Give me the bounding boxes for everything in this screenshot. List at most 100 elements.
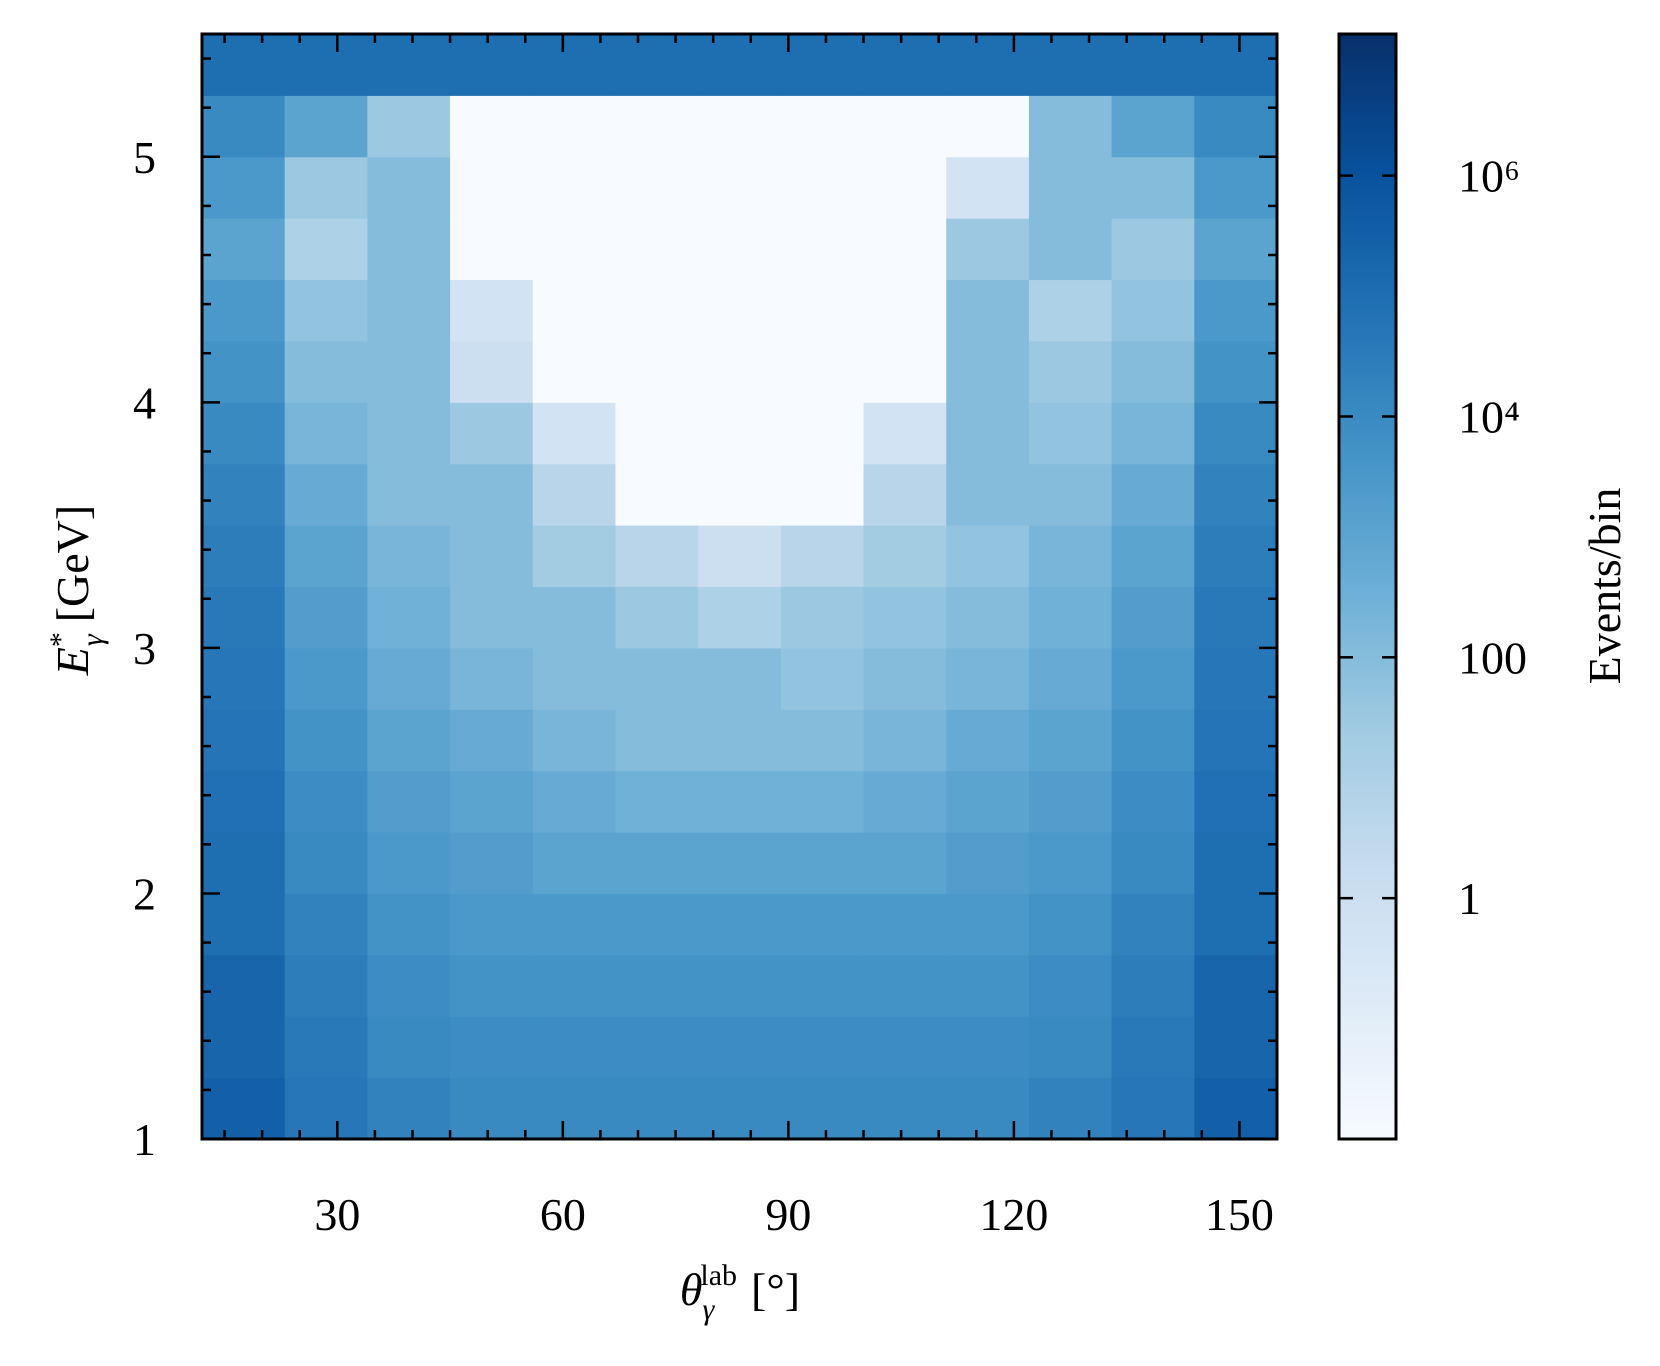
heatmap-cell: [615, 218, 699, 281]
heatmap-cell: [698, 893, 782, 956]
heatmap-cell: [532, 893, 616, 956]
heatmap-cell: [532, 340, 616, 403]
heatmap-cell: [202, 340, 286, 403]
heatmap-cell: [284, 340, 368, 403]
heatmap-cell: [284, 954, 368, 1017]
heatmap-cell: [367, 34, 451, 96]
heatmap-cell: [863, 709, 947, 772]
heatmap-cell: [1194, 647, 1278, 710]
heatmap-cell: [1111, 647, 1195, 710]
heatmap-cell: [863, 893, 947, 956]
heatmap-cell: [1111, 1016, 1195, 1079]
heatmap-cell: [1111, 463, 1195, 526]
heatmap-cell: [1028, 34, 1113, 96]
heatmap-cell: [863, 156, 947, 219]
heatmap-cell: [367, 340, 451, 403]
heatmap-cell: [780, 954, 865, 1017]
heatmap-cell: [780, 340, 865, 403]
heatmap-cell: [1111, 34, 1195, 96]
heatmap-cell: [698, 1077, 782, 1140]
heatmap-cell: [450, 893, 534, 956]
heatmap-cell: [284, 463, 368, 526]
heatmap-cell: [367, 647, 451, 710]
colorbar-tick-label: 10⁴: [1458, 391, 1520, 442]
heatmap-cell: [450, 1077, 534, 1140]
heatmap-cell: [284, 279, 368, 342]
heatmap-cell: [615, 647, 699, 710]
heatmap-cell: [284, 832, 368, 894]
heatmap-cell: [284, 1016, 368, 1079]
heatmap-cell: [1194, 279, 1278, 342]
heatmap-cell: [1194, 525, 1278, 587]
heatmap-cell: [532, 647, 616, 710]
heatmap-cell: [946, 893, 1030, 956]
heatmap-cell: [698, 279, 782, 342]
heatmap-cell: [1028, 893, 1113, 956]
colorbar-tick-label: 10⁶: [1458, 151, 1520, 202]
heatmap-cell: [532, 402, 616, 465]
heatmap-cell: [532, 586, 616, 649]
heatmap-cell: [532, 709, 616, 772]
heatmap-cell: [202, 402, 286, 465]
heatmap-cell: [1111, 832, 1195, 894]
heatmap-cell: [367, 954, 451, 1017]
heatmap-cell: [1028, 1077, 1113, 1140]
heatmap-cell: [1028, 340, 1113, 403]
heatmap-cell: [863, 279, 947, 342]
y-label-symbol: E: [47, 647, 98, 676]
heatmap-cell: [946, 463, 1030, 526]
heatmap-cell: [698, 1016, 782, 1079]
y-tick-label: 4: [133, 377, 156, 428]
heatmap-cell: [615, 279, 699, 342]
colorbar-tick-label: 1: [1458, 873, 1481, 924]
heatmap-cell: [780, 218, 865, 281]
heatmap-cell: [284, 218, 368, 281]
heatmap-cell: [946, 218, 1030, 281]
heatmap-cell: [1194, 832, 1278, 894]
y-axis-label: E*γ [GeV]: [44, 505, 109, 676]
heatmap-cell: [780, 1077, 865, 1140]
heatmap-cell: [615, 893, 699, 956]
heatmap-cell: [698, 770, 782, 833]
y-tick-label: 3: [133, 623, 156, 674]
heatmap-cell: [946, 709, 1030, 772]
heatmap-cell: [1194, 770, 1278, 833]
heatmap-cell: [698, 832, 782, 894]
heatmap-cell: [615, 402, 699, 465]
heatmap-cell: [1111, 770, 1195, 833]
heatmap-cell: [780, 525, 865, 587]
heatmap-cell: [450, 218, 534, 281]
heatmap-cell: [1194, 340, 1278, 403]
heatmap-cell: [780, 156, 865, 219]
heatmap-cell: [863, 770, 947, 833]
heatmap-cell: [615, 770, 699, 833]
heatmap-cell: [532, 770, 616, 833]
heatmap-cell: [532, 954, 616, 1017]
heatmap: [202, 34, 1278, 1140]
heatmap-cell: [946, 95, 1030, 158]
heatmap-cell: [202, 95, 286, 158]
heatmap-cell: [698, 340, 782, 403]
heatmap-cell: [284, 586, 368, 649]
heatmap-cell: [284, 893, 368, 956]
y-tick-label: 2: [133, 868, 156, 919]
heatmap-cell: [946, 954, 1030, 1017]
heatmap-cell: [1194, 893, 1278, 956]
heatmap-cell: [450, 1016, 534, 1079]
heatmap-cell: [532, 279, 616, 342]
heatmap-cell: [698, 156, 782, 219]
heatmap-cell: [863, 402, 947, 465]
heatmap-cell: [1028, 709, 1113, 772]
heatmap-cell: [698, 647, 782, 710]
heatmap-cell: [863, 1077, 947, 1140]
heatmap-cell: [1028, 954, 1113, 1017]
heatmap-cell: [1194, 463, 1278, 526]
heatmap-cell: [1111, 525, 1195, 587]
heatmap-cell: [284, 647, 368, 710]
heatmap-cell: [284, 770, 368, 833]
heatmap-cell: [780, 463, 865, 526]
heatmap-cell: [367, 218, 451, 281]
heatmap-cell: [450, 954, 534, 1017]
heatmap-cell: [863, 954, 947, 1017]
heatmap-cell: [615, 156, 699, 219]
